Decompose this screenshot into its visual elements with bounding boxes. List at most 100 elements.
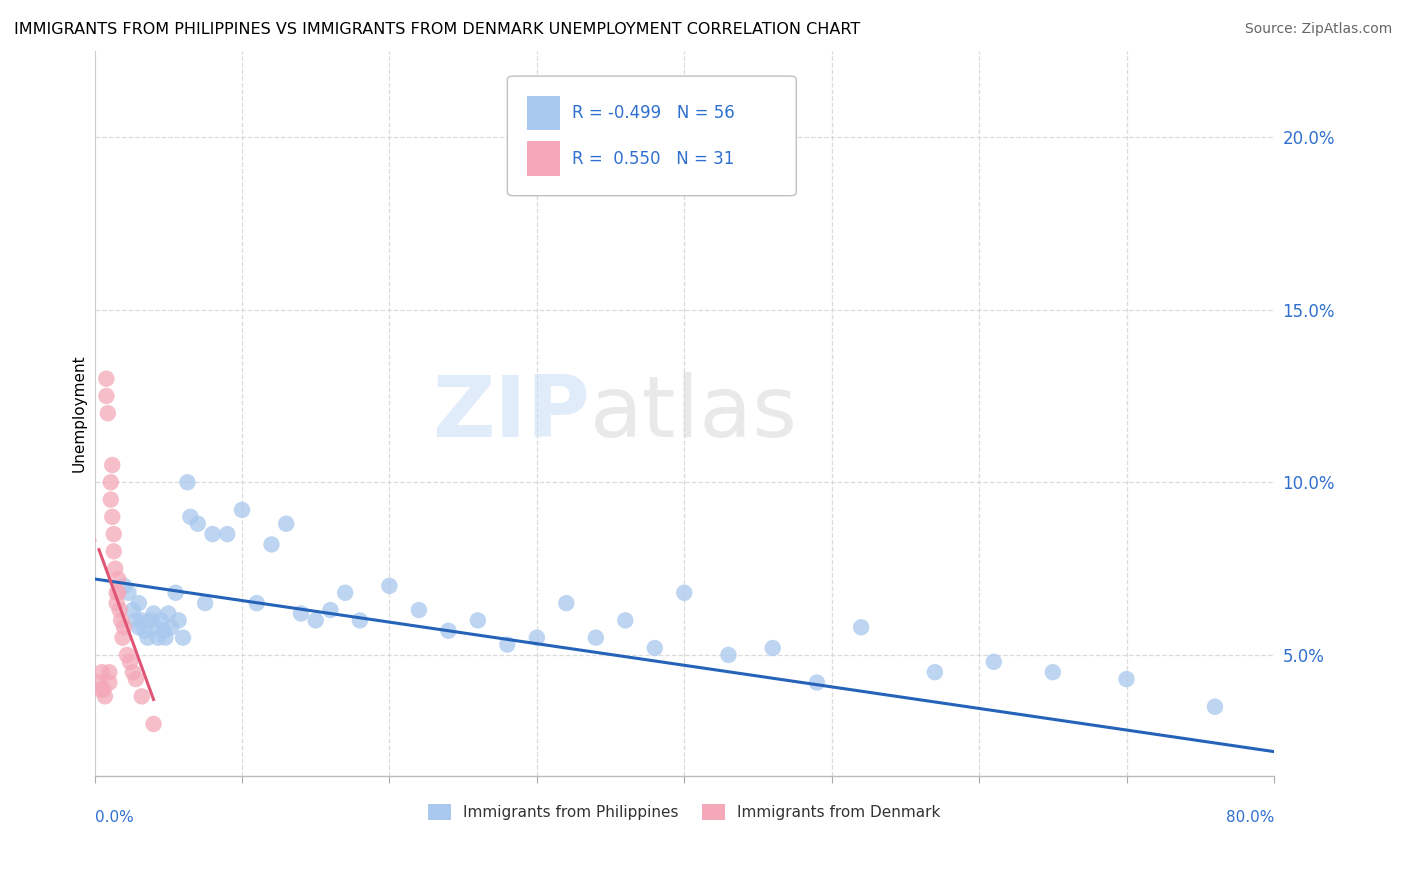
Point bbox=[131, 690, 153, 704]
Point bbox=[100, 475, 122, 490]
Point bbox=[160, 620, 183, 634]
Point bbox=[107, 572, 129, 586]
Point bbox=[112, 579, 135, 593]
Text: 80.0%: 80.0% bbox=[1226, 810, 1274, 825]
Point bbox=[145, 620, 167, 634]
Point bbox=[260, 537, 283, 551]
Point bbox=[134, 624, 156, 638]
Point bbox=[157, 607, 180, 621]
Point bbox=[153, 624, 176, 638]
Point bbox=[93, 682, 115, 697]
Point bbox=[555, 596, 578, 610]
Point bbox=[91, 665, 114, 680]
Point bbox=[128, 596, 150, 610]
Point bbox=[467, 614, 489, 628]
Point bbox=[112, 620, 135, 634]
Point bbox=[1204, 699, 1226, 714]
Point bbox=[97, 406, 120, 420]
Point bbox=[924, 665, 946, 680]
Point bbox=[176, 475, 198, 490]
Point bbox=[305, 614, 328, 628]
Point bbox=[1115, 672, 1137, 686]
Point bbox=[349, 614, 371, 628]
Point bbox=[290, 607, 312, 621]
Point bbox=[194, 596, 217, 610]
Point bbox=[276, 516, 298, 531]
Point bbox=[101, 458, 124, 472]
Bar bbox=[527, 141, 561, 176]
Point bbox=[165, 586, 187, 600]
Point bbox=[614, 614, 637, 628]
Point bbox=[217, 527, 239, 541]
Point bbox=[172, 631, 194, 645]
Point bbox=[131, 614, 153, 628]
Point bbox=[983, 655, 1005, 669]
Text: Source: ZipAtlas.com: Source: ZipAtlas.com bbox=[1244, 22, 1392, 37]
Point bbox=[98, 665, 121, 680]
Point bbox=[1042, 665, 1064, 680]
Point bbox=[96, 372, 118, 386]
Point bbox=[98, 675, 121, 690]
Point bbox=[104, 561, 127, 575]
Point bbox=[526, 631, 548, 645]
Text: R =  0.550   N = 31: R = 0.550 N = 31 bbox=[572, 150, 734, 168]
Point bbox=[231, 503, 253, 517]
Point bbox=[103, 527, 125, 541]
Point bbox=[108, 603, 131, 617]
Text: ZIP: ZIP bbox=[432, 372, 591, 455]
Point bbox=[125, 614, 148, 628]
Point bbox=[101, 509, 124, 524]
Y-axis label: Unemployment: Unemployment bbox=[72, 354, 86, 472]
Point bbox=[246, 596, 269, 610]
Point bbox=[167, 614, 190, 628]
Text: 0.0%: 0.0% bbox=[94, 810, 134, 825]
Point bbox=[179, 509, 201, 524]
Point bbox=[110, 614, 132, 628]
Point bbox=[149, 614, 172, 628]
Point bbox=[319, 603, 342, 617]
Point bbox=[849, 620, 872, 634]
Text: IMMIGRANTS FROM PHILIPPINES VS IMMIGRANTS FROM DENMARK UNEMPLOYMENT CORRELATION : IMMIGRANTS FROM PHILIPPINES VS IMMIGRANT… bbox=[14, 22, 860, 37]
Point bbox=[111, 631, 134, 645]
Point bbox=[335, 586, 357, 600]
Point bbox=[187, 516, 209, 531]
Point bbox=[122, 665, 145, 680]
Point bbox=[806, 675, 828, 690]
Point bbox=[125, 672, 148, 686]
Point bbox=[117, 586, 139, 600]
Point bbox=[136, 631, 159, 645]
Point bbox=[437, 624, 460, 638]
Point bbox=[762, 640, 785, 655]
Legend: Immigrants from Philippines, Immigrants from Denmark: Immigrants from Philippines, Immigrants … bbox=[422, 798, 946, 826]
Point bbox=[673, 586, 696, 600]
Point bbox=[118, 655, 141, 669]
Point bbox=[378, 579, 401, 593]
Point bbox=[496, 638, 519, 652]
Point bbox=[115, 648, 138, 662]
Point bbox=[100, 492, 122, 507]
Point bbox=[122, 603, 145, 617]
Point bbox=[201, 527, 224, 541]
Bar bbox=[527, 95, 561, 130]
Point bbox=[87, 675, 110, 690]
Point bbox=[107, 586, 129, 600]
Point bbox=[96, 389, 118, 403]
Text: R = -0.499   N = 56: R = -0.499 N = 56 bbox=[572, 104, 735, 122]
Point bbox=[128, 620, 150, 634]
Point bbox=[139, 614, 162, 628]
Text: atlas: atlas bbox=[591, 372, 797, 455]
Point bbox=[146, 631, 169, 645]
Point bbox=[155, 631, 177, 645]
Point bbox=[142, 607, 165, 621]
Point bbox=[142, 717, 165, 731]
Point bbox=[105, 586, 128, 600]
Point bbox=[644, 640, 666, 655]
Point bbox=[103, 544, 125, 558]
Point bbox=[585, 631, 607, 645]
Point bbox=[89, 682, 111, 697]
Point bbox=[717, 648, 740, 662]
FancyBboxPatch shape bbox=[508, 76, 796, 195]
Point bbox=[105, 596, 128, 610]
Point bbox=[94, 690, 117, 704]
Point bbox=[408, 603, 430, 617]
